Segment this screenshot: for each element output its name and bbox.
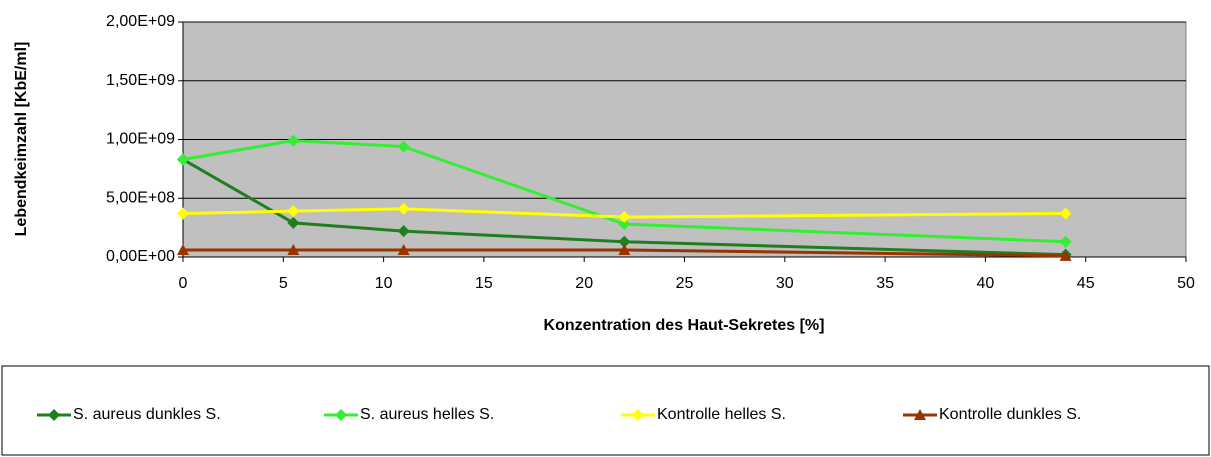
- data-point: [397, 140, 410, 153]
- legend-label: Kontrolle dunkles S.: [939, 406, 1081, 423]
- data-point: [177, 207, 189, 220]
- data-point: [287, 134, 300, 147]
- x-tick-label: 40: [977, 275, 995, 292]
- legend-marker: [335, 409, 347, 421]
- data-point: [618, 235, 631, 248]
- data-point: [618, 218, 631, 231]
- legend-marker: [48, 409, 60, 421]
- data-point: [397, 243, 410, 255]
- y-tick-label: 5,00E+08: [106, 189, 175, 206]
- legend-marker: [914, 409, 926, 420]
- data-point: [287, 205, 300, 218]
- x-tick-label: 30: [776, 275, 794, 292]
- data-point: [1059, 207, 1072, 220]
- data-point: [618, 243, 631, 255]
- data-point: [287, 243, 300, 255]
- x-axis-title: Konzentration des Haut-Sekretes [%]: [544, 317, 825, 334]
- x-tick-label: 5: [279, 275, 288, 292]
- data-point: [177, 153, 189, 166]
- data-point: [618, 211, 631, 224]
- x-tick-label: 25: [676, 275, 694, 292]
- legend-box: [1, 365, 1210, 456]
- y-tick-label: 1,00E+09: [106, 131, 175, 148]
- data-point: [1059, 249, 1072, 261]
- y-tick-label: 2,00E+09: [106, 13, 175, 30]
- data-point: [177, 243, 189, 255]
- x-tick-label: 15: [475, 275, 493, 292]
- x-tick-label: 0: [179, 275, 188, 292]
- y-tick-label: 0,00E+00: [106, 248, 175, 265]
- legend-marker: [632, 409, 644, 421]
- x-tick-label: 35: [876, 275, 894, 292]
- data-point: [397, 225, 410, 238]
- y-tick-label: 1,50E+09: [106, 72, 175, 89]
- x-tick-label: 20: [575, 275, 593, 292]
- data-point: [1059, 235, 1072, 248]
- x-tick-label: 10: [375, 275, 393, 292]
- data-point: [397, 202, 410, 215]
- data-point: [287, 216, 300, 229]
- legend-label: Kontrolle helles S.: [657, 406, 786, 423]
- x-tick-label: 50: [1177, 275, 1195, 292]
- x-tick-label: 45: [1077, 275, 1095, 292]
- y-axis-title: Lebendkeimzahl [KbE/ml]: [13, 42, 30, 237]
- legend-label: S. aureus helles S.: [360, 406, 494, 423]
- legend-label: S. aureus dunkles S.: [73, 406, 221, 423]
